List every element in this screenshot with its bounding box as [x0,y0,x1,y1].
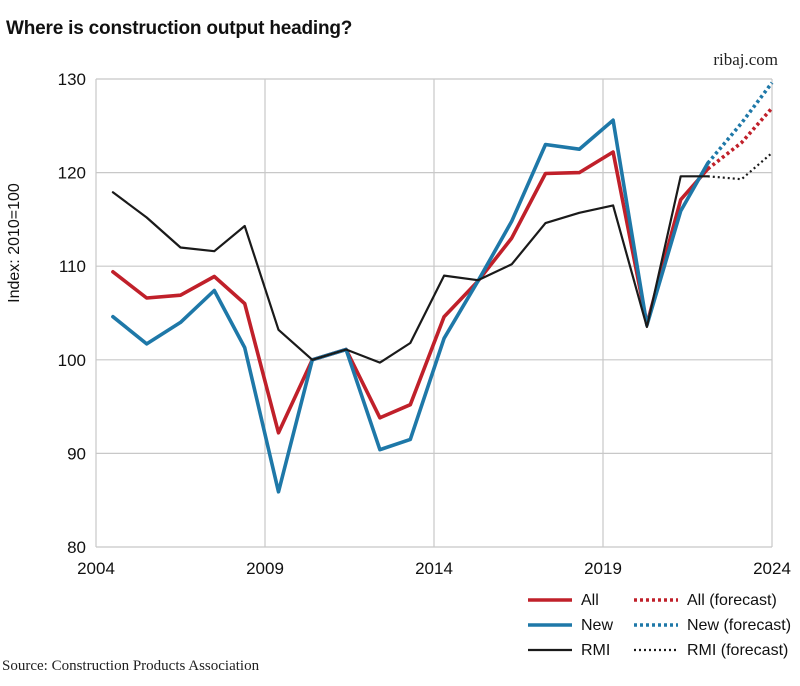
legend-label: All [581,592,599,609]
series-line-rmi-forecast [707,152,773,181]
x-tick-label: 2004 [77,559,115,578]
x-tick-label: 2009 [246,559,284,578]
chart-title: Where is construction output heading? [6,18,353,39]
series-line-new [111,118,710,494]
legend-label: All (forecast) [687,592,777,609]
y-tick-label: 120 [58,164,86,183]
series-line-all-forecast [706,106,774,171]
x-tick-label: 2014 [415,559,453,578]
y-tick-label: 80 [67,538,86,557]
legend-label: RMI (forecast) [687,642,788,659]
y-tick-label: 90 [67,444,86,463]
x-tick-label: 2024 [753,559,791,578]
legend-label: New [581,617,613,634]
x-tick-label: 2019 [584,559,622,578]
legend: All New RMI All (forecast) New (forecast) RMI… [528,592,791,659]
series-line-new-forecast [706,81,774,165]
axes: 80 90 100 110 120 130 2004 2009 2014 2019 2024 Inde… [6,70,791,578]
source-note: Source: Construction Products Associatio… [2,658,260,674]
grid-lines [95,78,773,548]
y-tick-label: 110 [59,257,86,276]
y-axis-label: Index: 2010=100 [6,183,23,303]
series-line-all [111,150,710,435]
y-tick-label: 130 [58,70,86,89]
legend-label: RMI [581,642,610,659]
series-line-rmi [111,175,709,364]
brand-label: ribaj.com [713,50,778,69]
y-tick-label: 100 [58,351,86,370]
legend-label: New (forecast) [687,617,791,634]
series-lines [111,81,774,494]
